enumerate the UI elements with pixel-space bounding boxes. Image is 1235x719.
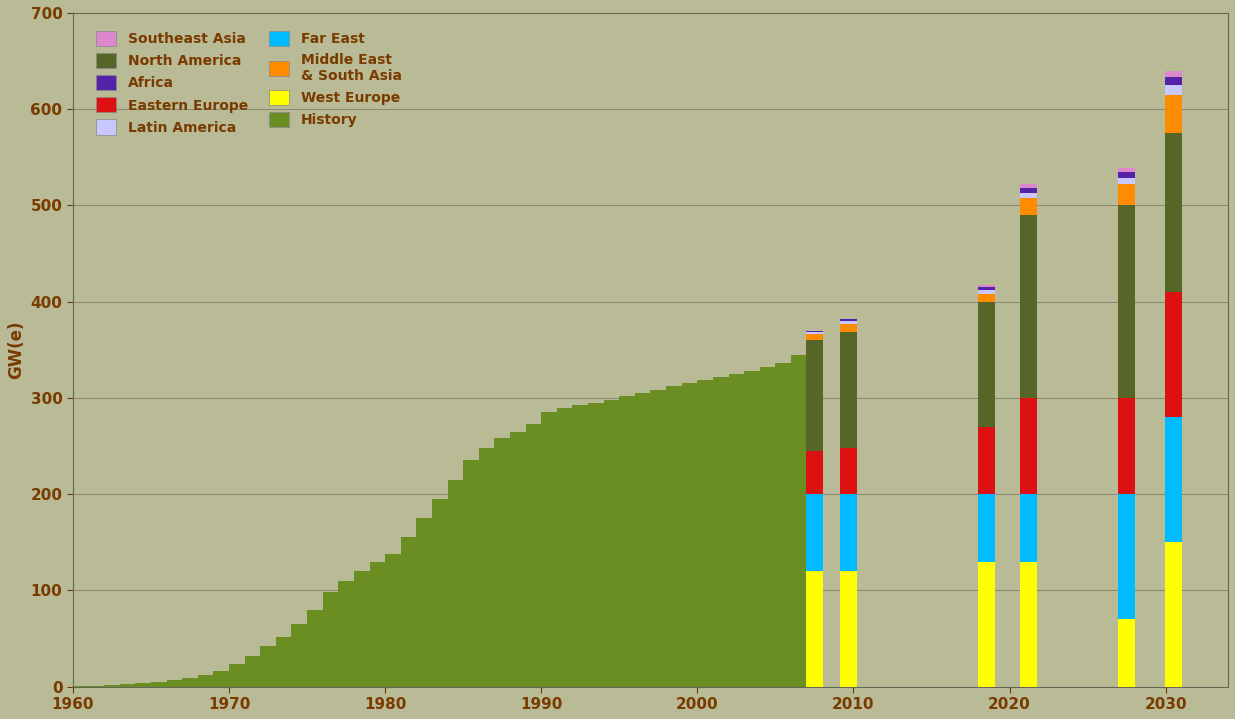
Bar [1020,184,1037,188]
Bar [1165,417,1182,542]
Bar [805,331,823,332]
Bar [978,294,994,302]
Bar [840,571,857,687]
Bar [1118,398,1135,494]
Bar [1118,184,1135,206]
Bar [1020,215,1037,398]
Bar [978,285,994,287]
Bar [1020,398,1037,494]
Bar [805,334,823,340]
Bar [840,448,857,494]
Bar [1020,198,1037,215]
Bar [978,290,994,294]
Bar [1165,95,1182,133]
Bar [978,562,994,687]
Legend: Southeast Asia, North America, Africa, Eastern Europe, Latin America, Far East, : Southeast Asia, North America, Africa, E… [91,27,406,154]
Bar [1165,292,1182,417]
Bar [840,324,857,332]
Bar [1118,619,1135,687]
Bar [805,571,823,687]
Bar [805,451,823,494]
Y-axis label: GW(e): GW(e) [7,321,25,379]
Bar [978,427,994,494]
Bar [1020,193,1037,198]
Bar [840,319,857,321]
Bar [840,332,857,448]
Bar [978,287,994,290]
Bar [1165,70,1182,78]
Bar [1165,542,1182,687]
Bar [1118,172,1135,178]
Bar [978,494,994,562]
Bar [1020,494,1037,562]
Bar [1165,133,1182,292]
Bar [1118,494,1135,619]
Bar [840,494,857,571]
Bar [1165,85,1182,95]
Bar [1118,178,1135,184]
Bar [1165,78,1182,85]
Bar [805,494,823,571]
Bar [840,321,857,324]
Bar [805,340,823,451]
Bar [805,332,823,334]
Bar [1118,206,1135,398]
Bar [978,302,994,427]
Bar [1020,562,1037,687]
Bar [1020,188,1037,193]
Bar [1118,168,1135,172]
